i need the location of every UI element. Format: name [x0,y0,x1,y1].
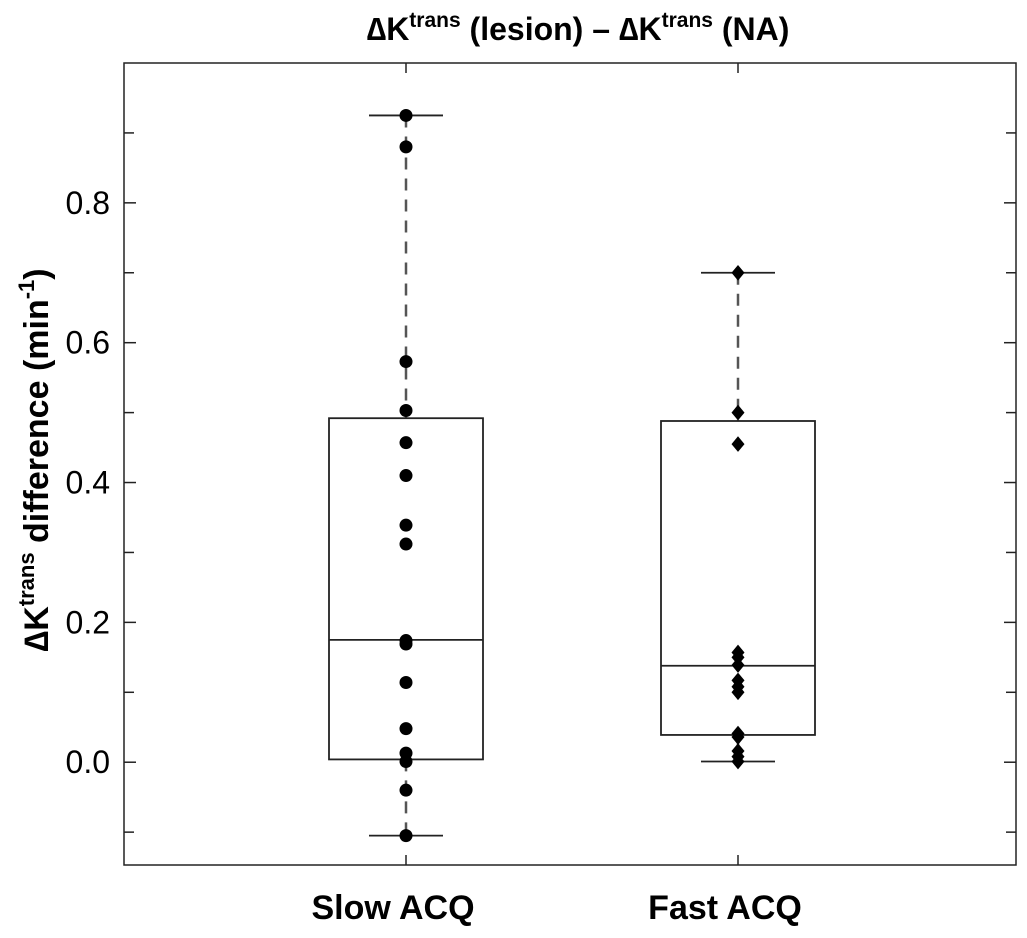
data-point [731,436,745,452]
x-category-label: Slow ACQ [311,889,474,927]
y-tick-label: 0.2 [66,604,110,640]
x-category-label: Fast ACQ [648,889,802,927]
data-point [399,755,413,769]
data-point [399,355,413,369]
data-point [731,264,745,281]
boxplot-fast-acq [660,264,816,770]
data-point [399,637,413,651]
plot-frame [123,62,1017,866]
data-point [731,729,745,745]
data-point [731,404,745,421]
data-point [399,436,413,450]
y-tick-label: 0.0 [66,744,110,780]
data-point [399,108,413,122]
data-point [399,829,413,843]
data-point [399,140,413,154]
y-ticks: 0.0 0.2 0.4 0.6 0.8 [66,63,1016,865]
data-point [399,404,413,418]
x-category-labels: Slow ACQ Fast ACQ [311,889,801,927]
data-point [399,722,413,736]
data-point [399,518,413,532]
data-point [399,783,413,797]
y-tick-label: 0.6 [66,325,110,361]
boxplots [328,108,816,843]
data-point [399,676,413,690]
data-point [731,657,745,673]
boxplot-slow-acq [328,108,484,843]
data-point [399,537,413,551]
data-point [731,684,745,701]
data-point [731,753,745,770]
y-axis-label: ∆Ktrans difference (min-1) [14,268,56,651]
y-tick-label: 0.4 [66,465,110,501]
y-tick-label: 0.8 [66,185,110,221]
chart-title: ∆Ktrans (lesion) – ∆Ktrans (NA) [367,9,790,47]
data-point [399,469,413,483]
